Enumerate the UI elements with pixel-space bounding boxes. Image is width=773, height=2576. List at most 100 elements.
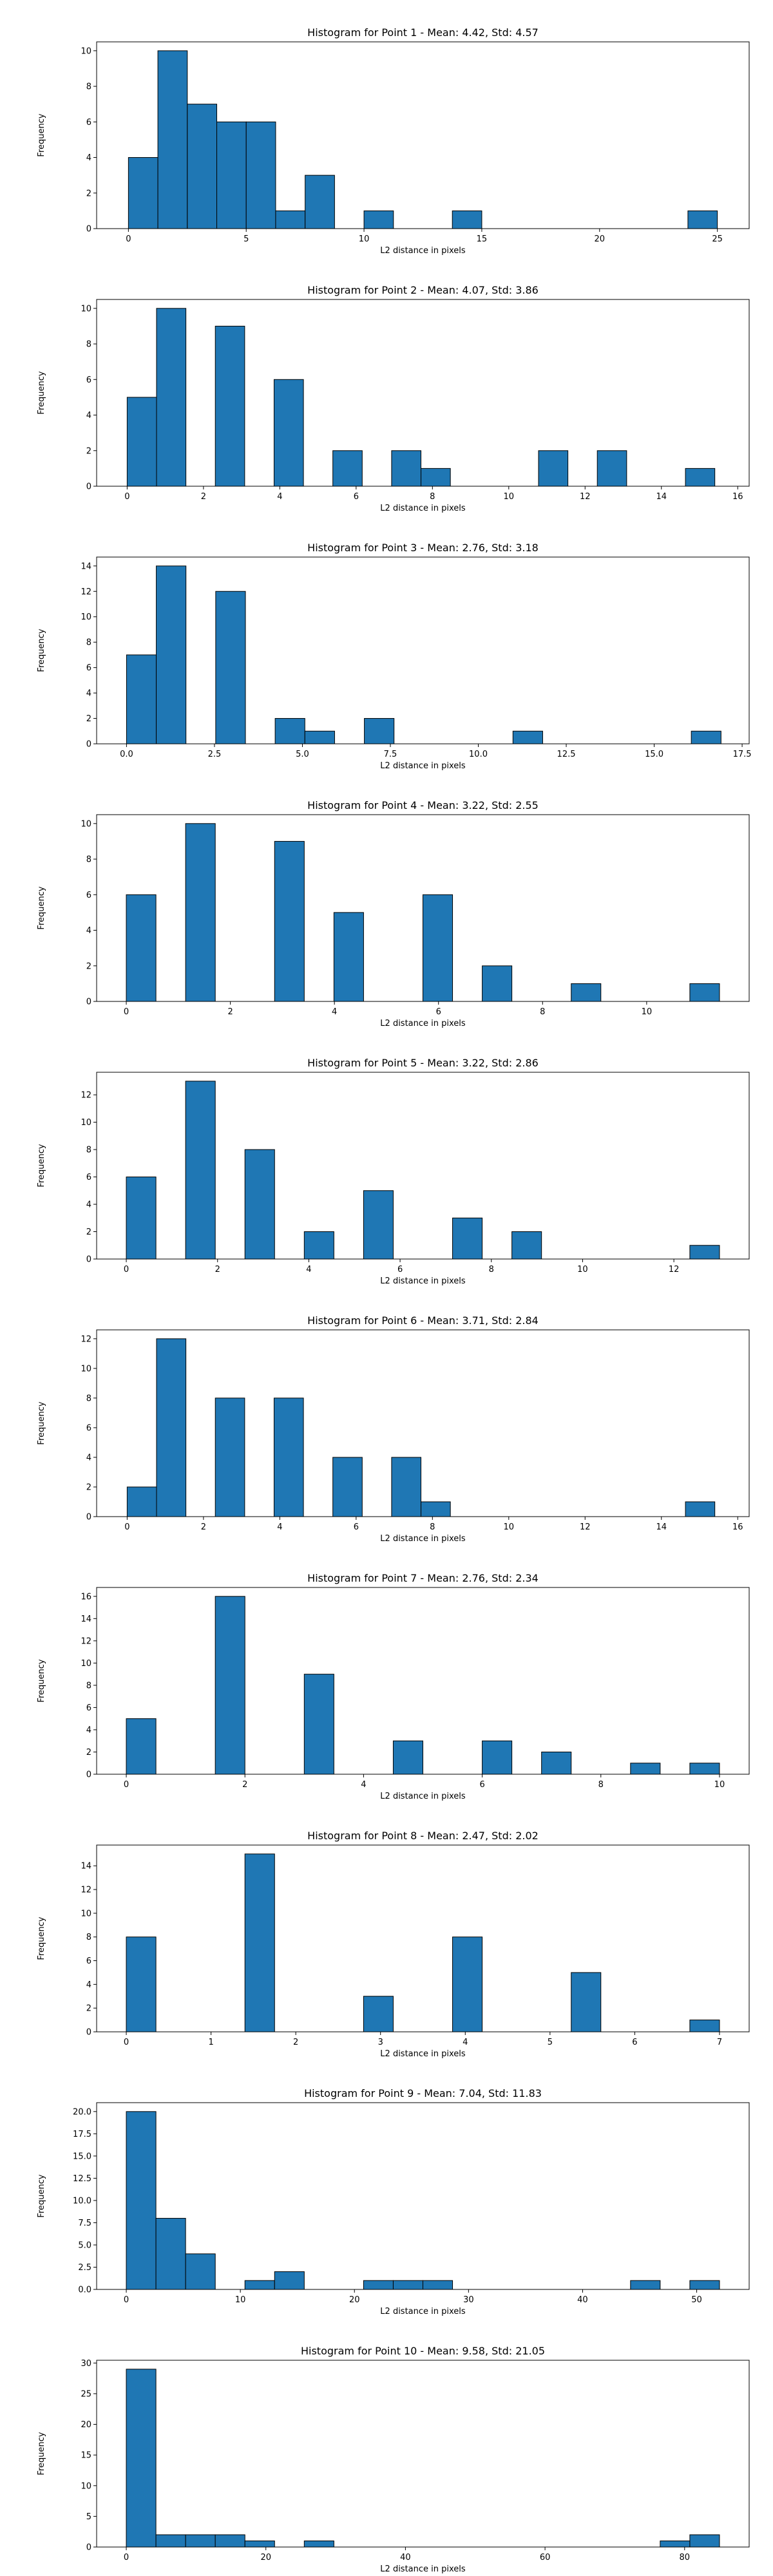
x-tick-label: 10	[504, 1522, 515, 1532]
histogram-chart-2: Histogram for Point 2 - Mean: 4.07, Std:…	[37, 284, 750, 513]
x-tick-label: 0	[124, 1007, 129, 1017]
histogram-bar	[305, 175, 335, 229]
histogram-bar	[303, 2540, 334, 2548]
histogram-bar	[275, 210, 306, 229]
histogram-bar	[126, 2111, 157, 2290]
x-tick-label: 2	[215, 1265, 220, 1274]
y-tick-label: 2	[86, 189, 91, 198]
y-tick-label: 2	[86, 1227, 91, 1237]
y-tick-label: 2	[86, 1748, 91, 1757]
y-axis: 0 2 4 6 8 10	[81, 46, 97, 234]
y-tick-label: 2	[86, 2004, 91, 2014]
chart-title: Histogram for Point 3 - Mean: 2.76, Std:…	[307, 542, 539, 554]
histogram-bar	[364, 718, 395, 744]
histogram-bar	[512, 730, 543, 744]
histogram-bar	[215, 2534, 245, 2548]
y-tick-label: 4	[86, 153, 91, 163]
chart-title: Histogram for Point 6 - Mean: 3.71, Std:…	[307, 1314, 539, 1327]
histogram-bar	[126, 1718, 157, 1775]
y-tick-label: 0	[86, 740, 91, 750]
y-tick-label: 4	[86, 1725, 91, 1735]
histogram-chart-4: Histogram for Point 4 - Mean: 3.22, Std:…	[37, 799, 750, 1028]
histogram-bar	[687, 210, 718, 229]
x-axis: 0 1 2 3 4 5 6 7	[124, 2032, 722, 2047]
bars	[126, 1338, 716, 1517]
histogram-bar	[363, 2280, 394, 2290]
x-axis-label: L2 distance in pixels	[380, 504, 466, 513]
histogram-bar	[689, 983, 720, 1002]
x-tick-label: 40	[400, 2553, 411, 2562]
y-tick-label: 10	[81, 304, 91, 314]
histogram-bar	[128, 157, 158, 229]
histogram-bar	[689, 2020, 720, 2032]
x-tick-label: 20	[595, 234, 606, 244]
y-tick-label: 8	[86, 1394, 91, 1403]
y-axis-label: Frequency	[37, 1144, 46, 1187]
histogram-bar	[215, 325, 245, 487]
histogram-bar	[303, 1674, 334, 1775]
x-tick-label: 20	[260, 2553, 271, 2562]
y-axis-label: Frequency	[37, 886, 46, 929]
histogram-chart-1: Histogram for Point 1 - Mean: 4.42, Std:…	[37, 26, 750, 256]
x-tick-label: 4	[361, 1780, 366, 1790]
x-axis-label: L2 distance in pixels	[380, 1276, 466, 1286]
y-tick-label: 17.5	[73, 2130, 91, 2139]
x-tick-label: 2	[201, 492, 206, 502]
plot-frame	[96, 41, 750, 229]
x-axis: 0 2 4 6 8 10 12 14 16	[124, 486, 743, 502]
x-tick-label: 80	[680, 2553, 691, 2562]
histogram-bar	[685, 468, 716, 487]
histogram-bar	[452, 1217, 483, 1260]
histogram-bar	[421, 1501, 451, 1517]
histogram-bar	[126, 1937, 157, 2032]
x-tick-label: 0	[124, 492, 129, 502]
histogram-bar	[274, 718, 305, 744]
histogram-chart-5: Histogram for Point 5 - Mean: 3.22, Std:…	[37, 1057, 750, 1286]
x-tick-label: 5	[548, 2038, 553, 2047]
y-tick-label: 25	[81, 2389, 91, 2399]
x-tick-label: 8	[430, 1522, 435, 1532]
histogram-bar	[452, 210, 482, 229]
y-tick-label: 10	[81, 46, 91, 56]
x-axis-label: L2 distance in pixels	[380, 2307, 466, 2316]
chart-title: Histogram for Point 8 - Mean: 2.47, Std:…	[307, 1830, 539, 1842]
y-tick-label: 4	[86, 411, 91, 421]
histogram-bar	[363, 210, 394, 229]
x-axis-label: L2 distance in pixels	[380, 1534, 466, 1544]
histogram-bar	[126, 1486, 157, 1517]
y-tick-label: 10	[81, 1659, 91, 1669]
x-tick-label: 10	[359, 234, 370, 244]
plot-frame	[96, 1844, 750, 2032]
y-tick-label: 0	[86, 2543, 91, 2553]
histogram-bar	[630, 1763, 661, 1775]
histogram-bar	[303, 1231, 334, 1260]
histogram-bar	[392, 1740, 423, 1775]
y-tick-label: 0	[86, 1770, 91, 1780]
x-axis: 0.0 2.5 5.0 7.5 10.0 12.5 15.0 17.5	[120, 744, 752, 759]
x-axis-label: L2 distance in pixels	[380, 761, 466, 771]
bars	[126, 1853, 720, 2032]
y-axis: 0 2 4 6 8 10	[81, 304, 97, 492]
y-axis-label: Frequency	[37, 629, 46, 672]
histogram-bar	[363, 1190, 394, 1260]
y-tick-label: 14	[81, 1862, 91, 1871]
x-tick-label: 16	[732, 1522, 743, 1532]
y-tick-label: 6	[86, 1703, 91, 1713]
x-axis: 0 2 4 6 8 10	[124, 1001, 652, 1017]
x-axis: 0 5 10 15 20 25	[126, 229, 723, 244]
x-axis: 0 2 4 6 8 10 12 14 16	[124, 1517, 743, 1532]
x-tick-label: 40	[577, 2295, 588, 2305]
histogram-bar	[363, 1996, 394, 2032]
y-tick-label: 0	[86, 1513, 91, 1522]
x-tick-label: 12	[669, 1265, 680, 1274]
y-tick-label: 15.0	[73, 2152, 91, 2161]
bars	[128, 50, 718, 229]
histogram-bar	[689, 1245, 720, 1260]
x-tick-label: 0.0	[120, 750, 133, 759]
plot-frame	[96, 2360, 750, 2548]
histogram-bar	[156, 1338, 187, 1517]
x-tick-label: 14	[656, 492, 667, 502]
x-tick-label: 60	[540, 2553, 551, 2562]
y-axis: 0.0 2.5 5.0 7.5 10.0 12.5 15.0 17.5 20.0	[73, 2107, 97, 2295]
x-tick-label: 0	[124, 1265, 129, 1274]
